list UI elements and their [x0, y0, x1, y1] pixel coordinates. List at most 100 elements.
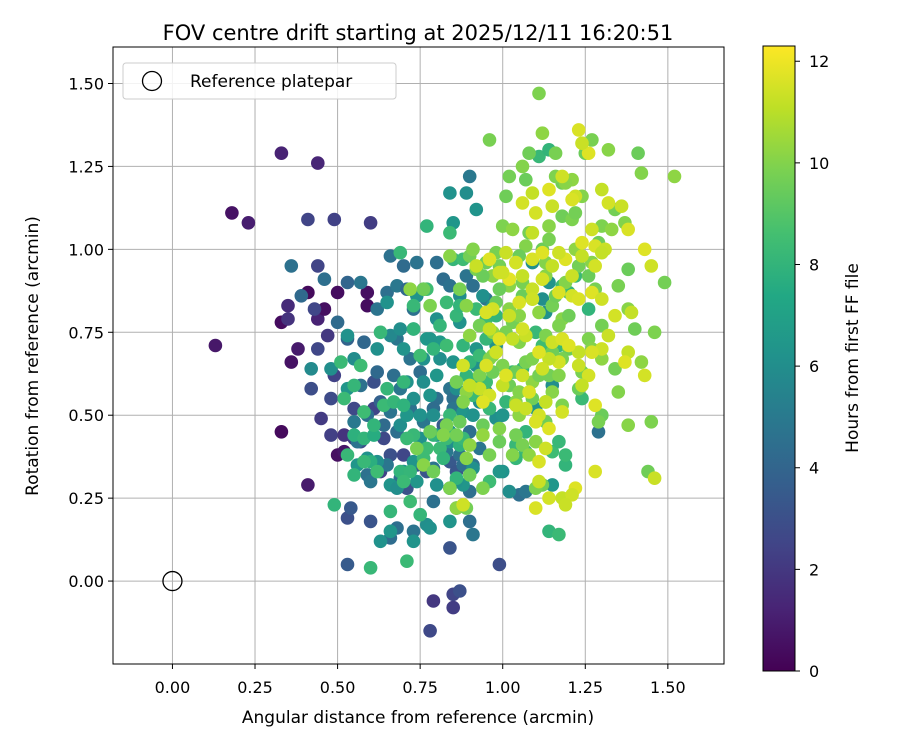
data-point — [281, 298, 295, 313]
data-point — [634, 355, 649, 369]
data-point — [479, 305, 494, 320]
x-axis-ticks: 0.00 0.25 0.50 0.75 1.00 1.25 1.50 — [155, 664, 686, 697]
data-point — [476, 428, 490, 442]
colorbar-ticks: 0 2 4 6 8 10 12 — [795, 52, 829, 681]
data-point — [357, 335, 371, 350]
data-point — [373, 325, 388, 340]
data-point — [420, 219, 434, 233]
data-point — [628, 322, 642, 336]
data-point — [320, 328, 335, 343]
data-point — [482, 448, 497, 462]
data-point — [373, 534, 388, 549]
data-point — [370, 365, 385, 379]
data-point — [492, 464, 507, 479]
data-point — [462, 468, 477, 482]
data-point — [479, 358, 494, 373]
data-point — [588, 259, 602, 273]
data-point — [634, 166, 649, 180]
colorbar-tick-label: 0 — [809, 662, 819, 681]
data-point — [403, 282, 418, 297]
data-point — [370, 464, 385, 479]
data-point — [406, 298, 421, 313]
data-point — [317, 272, 332, 287]
x-tick-label: 1.50 — [650, 678, 686, 697]
data-point — [301, 212, 315, 227]
data-point — [512, 308, 526, 323]
data-point — [585, 345, 599, 360]
data-point — [436, 451, 451, 466]
data-point — [595, 292, 609, 306]
data-point — [595, 182, 609, 197]
data-point — [595, 318, 609, 333]
data-point — [542, 491, 556, 505]
data-point — [581, 269, 596, 283]
data-point — [535, 292, 550, 306]
data-point — [393, 322, 408, 336]
data-point — [495, 408, 510, 423]
colorbar-tick-label: 6 — [809, 357, 819, 376]
data-point — [284, 259, 299, 273]
data-point — [552, 318, 566, 333]
data-point — [225, 206, 239, 220]
colorbar-label: Hours from first FF file — [843, 263, 863, 453]
data-point — [410, 441, 424, 456]
data-point — [406, 534, 421, 549]
y-tick-label: 0.50 — [68, 406, 104, 425]
data-point — [492, 282, 507, 297]
data-point — [400, 431, 414, 446]
data-point — [459, 451, 474, 466]
y-tick-label: 1.50 — [68, 74, 104, 93]
data-point — [340, 328, 355, 343]
data-point — [413, 507, 428, 522]
data-point — [595, 245, 609, 260]
data-point — [281, 312, 295, 326]
data-point — [453, 415, 467, 429]
data-point — [380, 295, 394, 310]
data-point — [443, 481, 457, 496]
data-point — [416, 458, 431, 472]
data-point — [509, 255, 523, 270]
data-point — [416, 375, 431, 389]
data-point — [525, 226, 540, 240]
data-point — [453, 584, 467, 598]
data-point — [502, 308, 517, 323]
data-point — [456, 338, 470, 353]
data-point — [525, 186, 540, 200]
data-point — [353, 275, 368, 290]
data-point — [548, 146, 563, 160]
data-point — [443, 226, 457, 240]
data-point — [555, 405, 569, 419]
data-point — [403, 464, 418, 479]
data-point — [456, 358, 470, 373]
data-point — [581, 146, 596, 160]
data-point — [585, 285, 599, 300]
data-point — [528, 501, 543, 515]
y-axis-label: Rotation from reference (arcmin) — [23, 216, 43, 496]
data-point — [624, 305, 639, 320]
data-point — [426, 342, 441, 356]
data-point — [575, 378, 589, 393]
data-point — [621, 418, 635, 433]
data-point — [284, 355, 299, 369]
data-point — [314, 411, 328, 426]
data-point — [383, 504, 398, 519]
data-point — [515, 269, 530, 283]
data-point — [294, 289, 309, 303]
data-point — [499, 189, 513, 204]
data-point — [406, 524, 421, 539]
data-point — [327, 212, 342, 227]
data-point — [565, 192, 579, 207]
data-point — [476, 395, 490, 409]
data-point — [462, 514, 477, 529]
data-point — [532, 454, 546, 469]
data-point — [528, 415, 543, 429]
legend-label: Reference platepar — [190, 72, 352, 92]
data-point — [575, 235, 589, 250]
data-point — [462, 328, 477, 343]
data-point — [528, 206, 543, 220]
data-point — [304, 362, 319, 376]
y-tick-label: 0.00 — [68, 572, 104, 591]
data-point — [469, 202, 484, 217]
data-point — [393, 418, 408, 433]
